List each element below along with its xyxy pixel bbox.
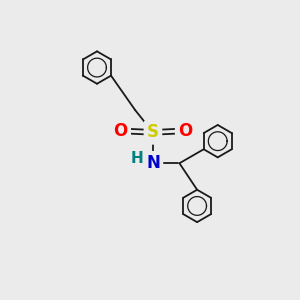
Text: H: H — [130, 151, 143, 166]
Text: S: S — [147, 123, 159, 141]
Text: N: N — [146, 154, 160, 172]
Text: O: O — [178, 122, 193, 140]
Text: O: O — [113, 122, 128, 140]
